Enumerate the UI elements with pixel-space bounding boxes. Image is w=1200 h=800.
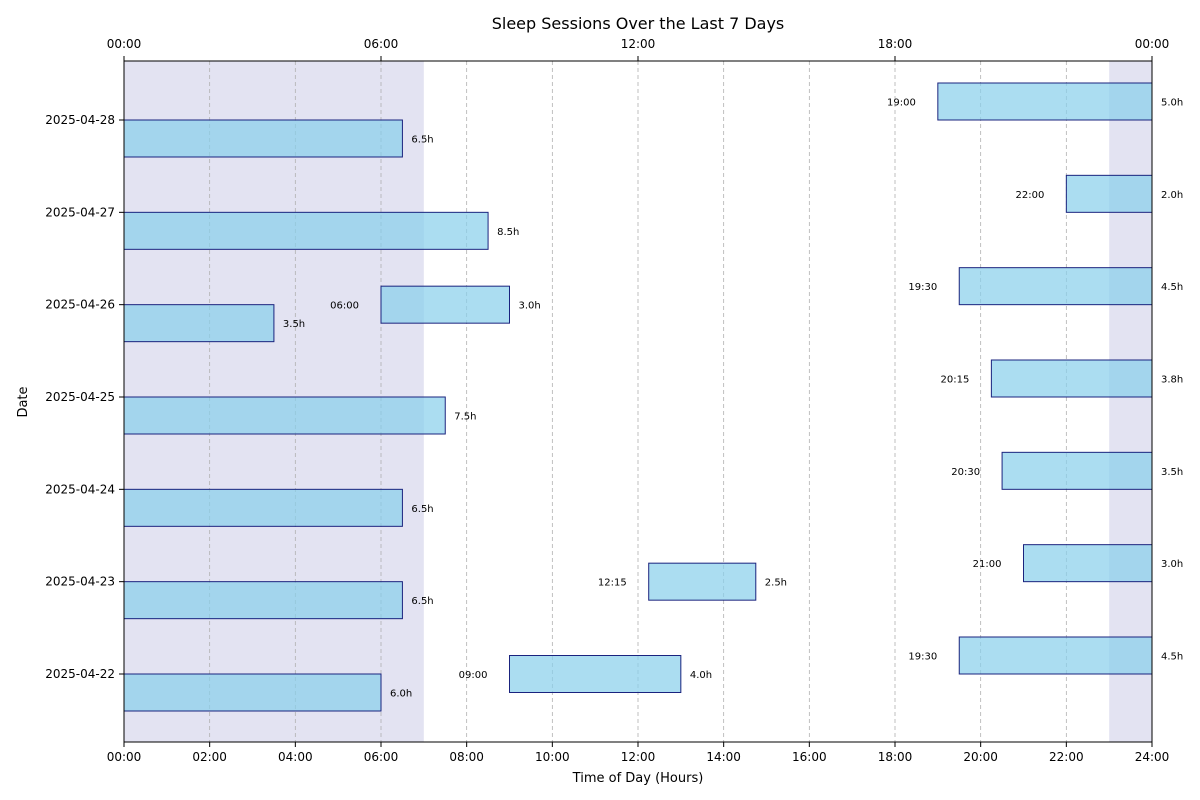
x-axis-label: Time of Day (Hours) [572, 771, 704, 786]
y-tick-label: 2025-04-28 [45, 113, 115, 127]
sleep-bar [991, 360, 1152, 397]
duration-label: 3.0h [519, 301, 541, 312]
x-tick-label: 10:00 [535, 750, 570, 764]
top-tick-label: 12:00 [621, 37, 656, 51]
sleep-bar [124, 212, 488, 249]
duration-label: 5.0h [1161, 98, 1183, 109]
x-tick-label: 06:00 [364, 750, 399, 764]
duration-label: 2.5h [765, 578, 787, 589]
sleep-bar [124, 120, 402, 157]
duration-label: 3.8h [1161, 375, 1183, 386]
x-tick-label: 24:00 [1135, 750, 1170, 764]
sleep-bar [381, 286, 510, 323]
duration-label: 6.5h [411, 504, 433, 515]
sleep-bar [938, 83, 1152, 120]
x-tick-label: 16:00 [792, 750, 827, 764]
x-tick-label: 00:00 [107, 750, 142, 764]
y-tick-label: 2025-04-25 [45, 390, 115, 404]
top-tick-label: 00:00 [107, 37, 142, 51]
y-tick-label: 2025-04-26 [45, 298, 115, 312]
top-tick-label: 00:00 [1135, 37, 1170, 51]
duration-label: 3.0h [1161, 559, 1183, 570]
start-time-label: 06:00 [330, 301, 359, 312]
x-tick-label: 02:00 [192, 750, 227, 764]
duration-label: 6.5h [411, 596, 433, 607]
sleep-bar [124, 582, 402, 619]
sleep-bar [959, 268, 1152, 305]
y-axis-label: Date [16, 386, 31, 417]
sleep-bar [124, 305, 274, 342]
x-tick-label: 08:00 [449, 750, 484, 764]
x-tick-label: 22:00 [1049, 750, 1084, 764]
x-tick-label: 12:00 [621, 750, 656, 764]
chart-title: Sleep Sessions Over the Last 7 Days [492, 14, 785, 33]
sleep-bar [1002, 452, 1152, 489]
top-tick-label: 06:00 [364, 37, 399, 51]
duration-label: 6.5h [411, 135, 433, 146]
y-tick-label: 2025-04-24 [45, 482, 115, 496]
x-tick-label: 04:00 [278, 750, 313, 764]
duration-label: 4.0h [690, 670, 712, 681]
duration-label: 6.0h [390, 689, 412, 700]
plot-area: 6.0h 4.0h 09:00 4.5h 19:30 6.5h 2.5h 12:15 3.0h 2… [124, 61, 1183, 742]
sleep-bar [649, 563, 756, 600]
y-tick-label: 2025-04-27 [45, 205, 115, 219]
start-time-label: 22:00 [1016, 190, 1045, 201]
sleep-bar [124, 397, 445, 434]
start-time-label: 09:00 [459, 670, 488, 681]
x-tick-label: 20:00 [963, 750, 998, 764]
y-axis: 2025-04-22 2025-04-23 2025-04-24 2025-04-25… [45, 113, 124, 681]
start-time-label: 12:15 [598, 578, 627, 589]
y-tick-label: 2025-04-23 [45, 575, 115, 589]
sleep-bar [510, 656, 681, 693]
duration-label: 2.0h [1161, 190, 1183, 201]
x-axis: 00:00 02:00 04:00 06:00 08:00 10:00 12:00 14:00… [107, 742, 1170, 764]
start-time-label: 21:00 [973, 559, 1002, 570]
duration-label: 3.5h [283, 319, 305, 330]
x-tick-label: 14:00 [706, 750, 741, 764]
top-axis: 00:00 06:00 12:00 18:00 00:00 [107, 37, 1170, 61]
duration-label: 4.5h [1161, 282, 1183, 293]
start-time-label: 20:15 [941, 375, 970, 386]
start-time-label: 20:30 [951, 467, 980, 478]
top-tick-label: 18:00 [878, 37, 913, 51]
start-time-label: 19:00 [887, 98, 916, 109]
sleep-bar [1024, 545, 1153, 582]
sleep-bar [124, 489, 402, 526]
x-tick-label: 18:00 [878, 750, 913, 764]
sleep-bar [1066, 175, 1152, 212]
sleep-bar [959, 637, 1152, 674]
duration-label: 8.5h [497, 227, 519, 238]
sleep-bar [124, 674, 381, 711]
start-time-label: 19:30 [908, 282, 937, 293]
duration-label: 7.5h [454, 412, 476, 423]
duration-label: 4.5h [1161, 652, 1183, 663]
start-time-label: 19:30 [908, 652, 937, 663]
duration-label: 3.5h [1161, 467, 1183, 478]
y-tick-label: 2025-04-22 [45, 667, 115, 681]
